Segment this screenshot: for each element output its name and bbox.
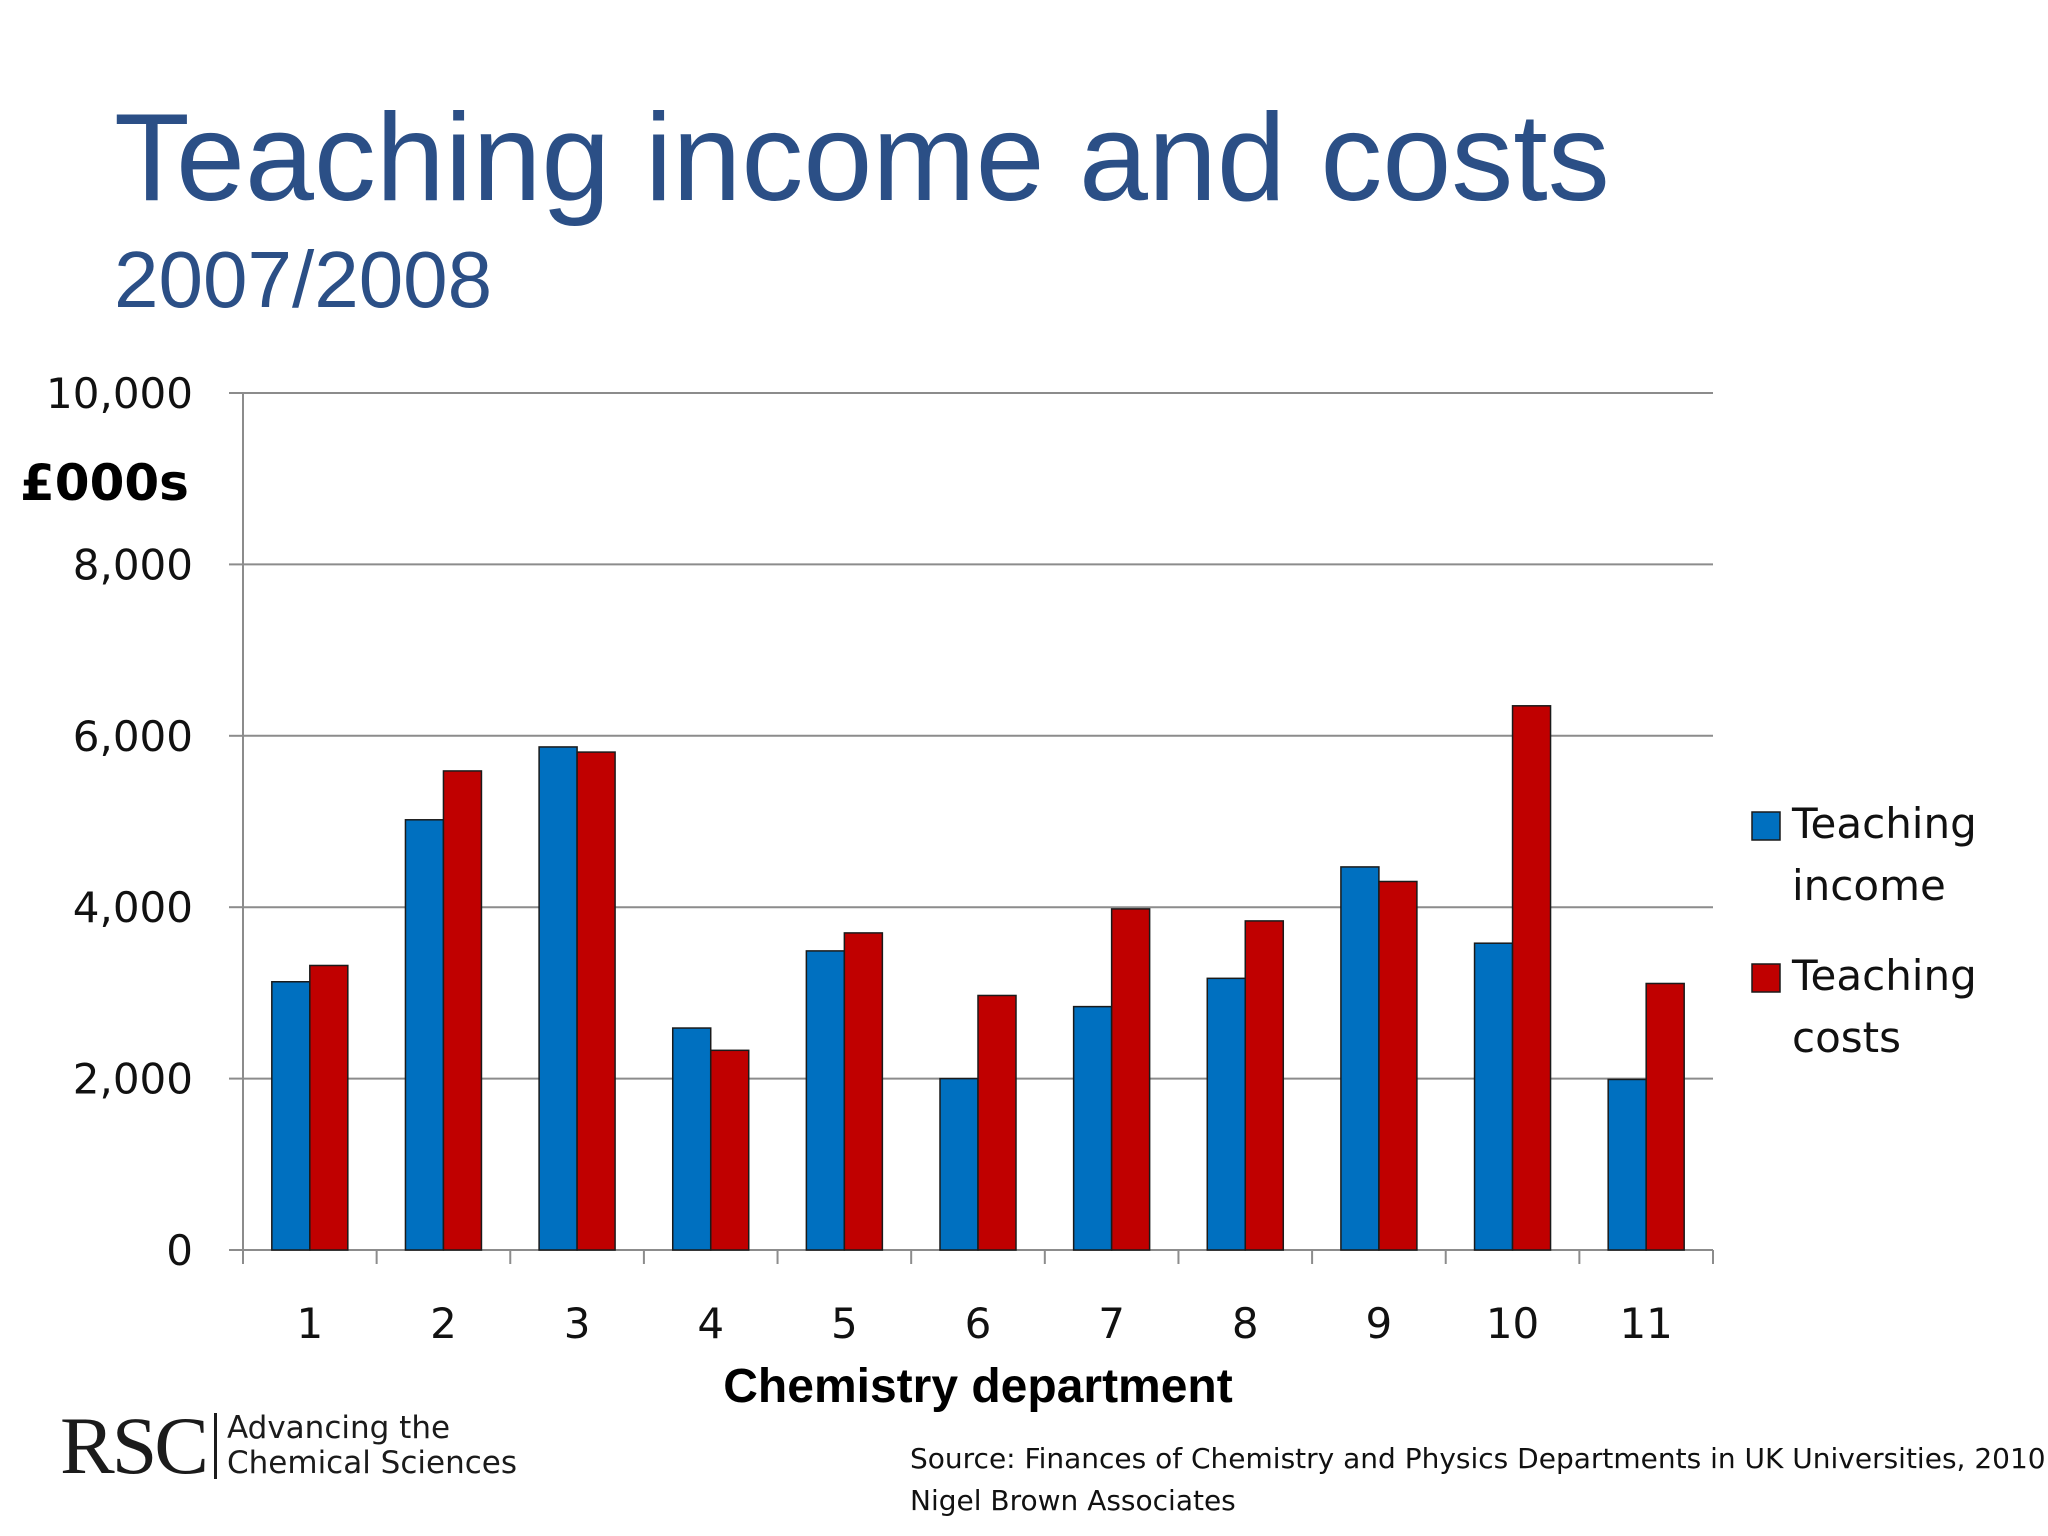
- costs-bar: [1645, 982, 1685, 1251]
- y-tick-label: 6,000: [73, 712, 193, 761]
- costs-bar: [1378, 880, 1418, 1251]
- x-tick-label: 5: [831, 1299, 858, 1348]
- source-line2: Nigel Brown Associates: [910, 1484, 1236, 1517]
- y-tick-label: 4,000: [73, 883, 193, 932]
- x-tick-label: 10: [1486, 1299, 1539, 1348]
- slide-title: Teaching income and costs: [114, 89, 1610, 227]
- x-axis-label: Chemistry department: [723, 1360, 1232, 1413]
- legend-label: income: [1792, 861, 1946, 910]
- y-tick-label: 10,000: [46, 369, 193, 418]
- legend-swatch: [1751, 963, 1781, 993]
- logo-tagline: Advancing the Chemical Sciences: [227, 1411, 517, 1481]
- x-tick-label: 6: [965, 1299, 992, 1348]
- logo-tagline-line1: Advancing the: [227, 1410, 451, 1446]
- income-bar: [805, 950, 846, 1251]
- income-bar: [1473, 942, 1514, 1251]
- income-bar: [271, 981, 311, 1251]
- income-bar: [671, 1027, 712, 1251]
- logo-tagline-line2: Chemical Sciences: [227, 1445, 518, 1481]
- income-bar: [404, 819, 445, 1251]
- y-tick-label: 8,000: [73, 540, 193, 589]
- costs-bar: [442, 770, 483, 1251]
- legend-label: Teaching: [1791, 799, 1977, 848]
- costs-bar: [576, 751, 616, 1251]
- income-bar: [1340, 866, 1380, 1251]
- y-tick-label: 0: [166, 1226, 193, 1275]
- income-bar: [939, 1077, 979, 1251]
- y-tick-label: 2,000: [73, 1055, 193, 1104]
- legend-label: Teaching: [1791, 951, 1977, 1000]
- legend-label: costs: [1792, 1013, 1901, 1062]
- x-tick-label: 2: [430, 1299, 457, 1348]
- source-note: Source: Finances of Chemistry and Physic…: [910, 1438, 2046, 1522]
- income-bar: [1206, 977, 1247, 1251]
- x-tick-label: 4: [697, 1299, 724, 1348]
- x-tick-label: 8: [1232, 1299, 1259, 1348]
- rsc-logo: RSC Advancing the Chemical Sciences: [60, 1405, 517, 1487]
- logo-divider: [214, 1413, 217, 1479]
- source-line1: Source: Finances of Chemistry and Physic…: [910, 1442, 2046, 1475]
- x-tick-label: 7: [1098, 1299, 1125, 1348]
- logo-mark: RSC: [60, 1400, 209, 1491]
- costs-bar: [1244, 920, 1285, 1251]
- income-bar: [538, 746, 578, 1251]
- income-bar: [1607, 1078, 1647, 1251]
- y-axis-label: £000s: [20, 454, 189, 512]
- costs-bar: [309, 964, 349, 1251]
- costs-bar: [1110, 908, 1151, 1251]
- x-tick-label: 11: [1619, 1299, 1672, 1348]
- x-tick-label: 3: [564, 1299, 591, 1348]
- x-tick-label: 1: [296, 1299, 323, 1348]
- costs-bar: [977, 994, 1017, 1251]
- costs-bar: [1511, 705, 1552, 1251]
- slide-subtitle: 2007/2008: [114, 235, 493, 324]
- income-bar: [1072, 1005, 1113, 1251]
- costs-bar: [709, 1049, 750, 1251]
- x-tick-label: 9: [1366, 1299, 1393, 1348]
- costs-bar: [843, 932, 884, 1251]
- legend-swatch: [1751, 811, 1781, 841]
